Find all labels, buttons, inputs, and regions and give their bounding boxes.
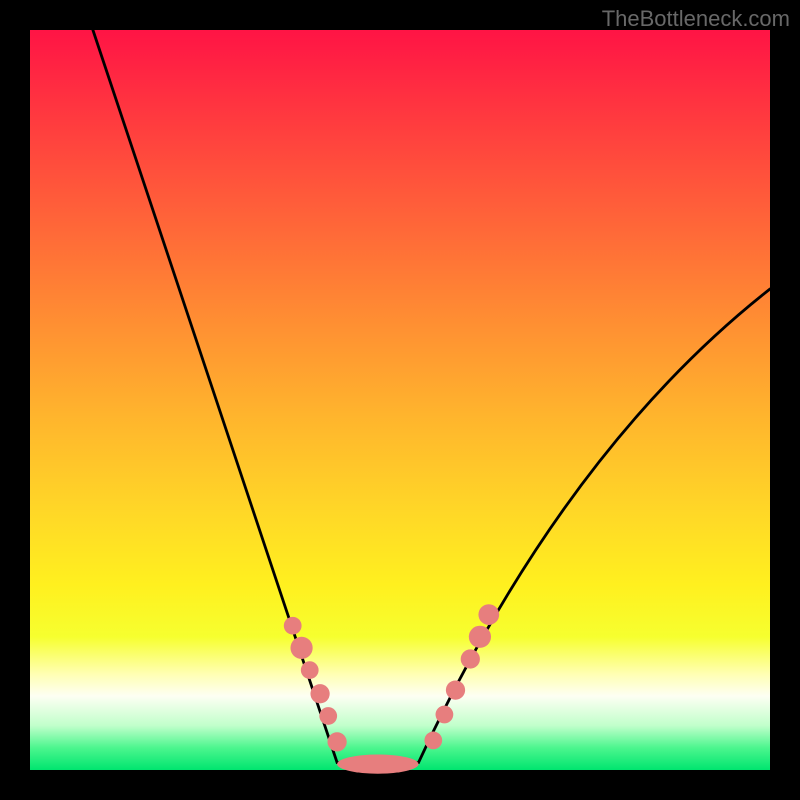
marker-dot bbox=[319, 707, 337, 725]
marker-dot bbox=[478, 604, 499, 625]
marker-dot bbox=[436, 706, 454, 724]
marker-dot bbox=[469, 626, 491, 648]
marker-dot bbox=[310, 684, 329, 703]
marker-dot bbox=[327, 732, 346, 751]
marker-pill bbox=[337, 754, 418, 773]
marker-dot bbox=[290, 637, 312, 659]
marker-dot bbox=[284, 617, 302, 635]
watermark-text: TheBottleneck.com bbox=[602, 6, 790, 32]
marker-dot bbox=[424, 732, 442, 750]
marker-dot bbox=[301, 661, 319, 679]
marker-dot bbox=[461, 649, 480, 668]
plot-heatmap bbox=[30, 30, 770, 770]
chart-container: TheBottleneck.com bbox=[0, 0, 800, 800]
chart-svg bbox=[0, 0, 800, 800]
marker-dot bbox=[446, 680, 465, 699]
